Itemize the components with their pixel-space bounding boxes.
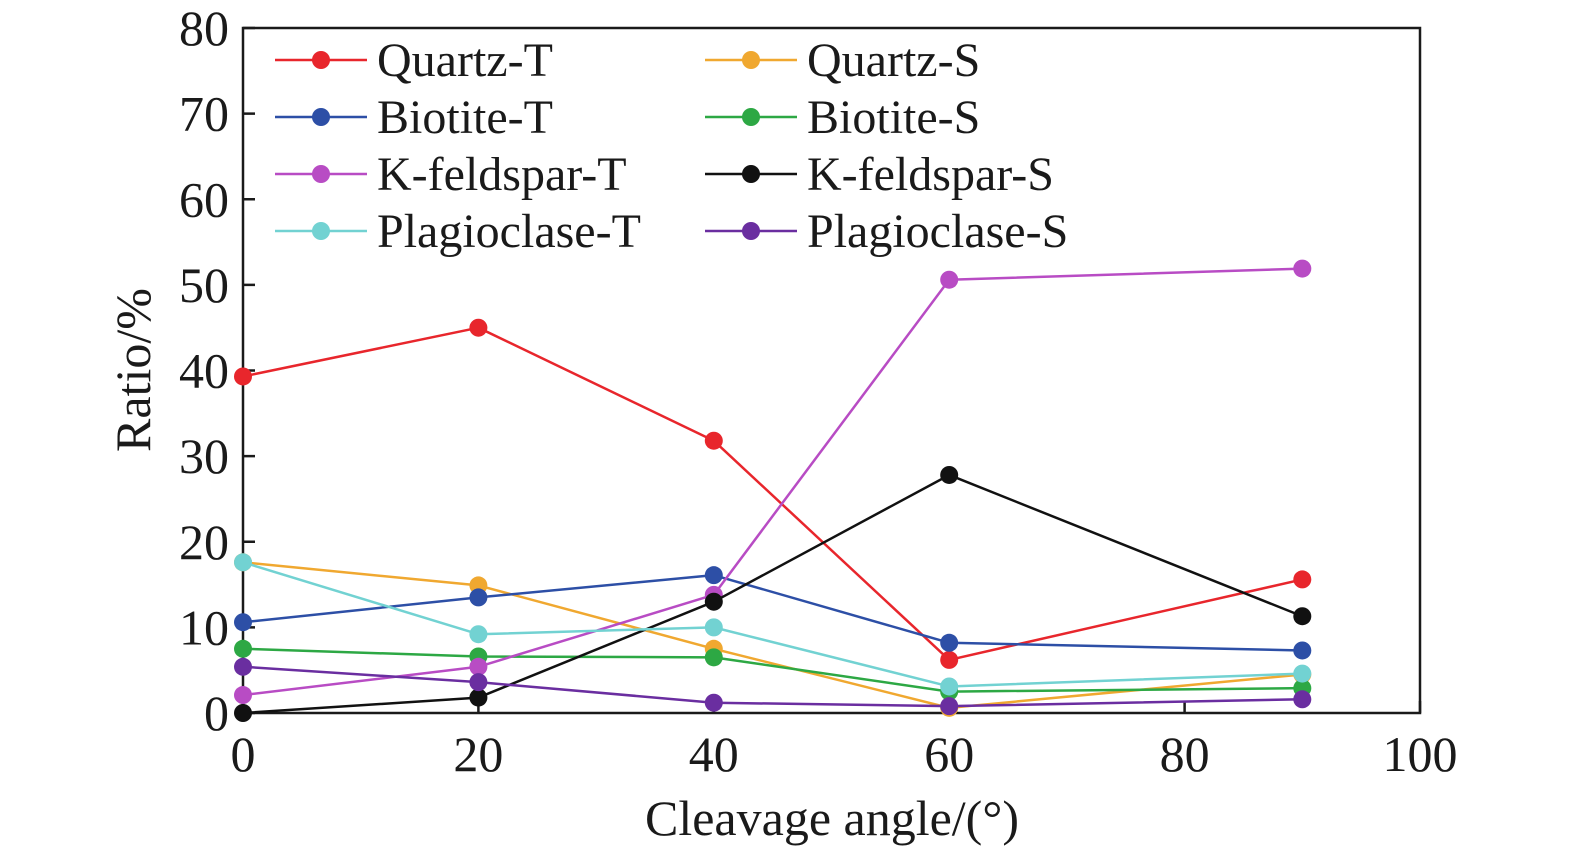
legend-item: Biotite-S (705, 91, 980, 144)
legend-item: K-feldspar-S (705, 148, 1054, 201)
series-plagioclase-s (234, 657, 1312, 716)
series-line (242, 665, 1303, 708)
y-axis-title: Ratio/% (105, 288, 161, 452)
data-point (469, 588, 488, 607)
series-line (242, 561, 1303, 710)
y-tick-label: 60 (179, 171, 229, 227)
series-quartz-s (234, 553, 1312, 717)
y-tick-label: 10 (179, 599, 229, 655)
data-point (704, 648, 723, 667)
data-point (234, 704, 252, 722)
series-quartz-t (234, 318, 1312, 669)
series-k-feldspar-t (234, 259, 1312, 705)
legend-label: Plagioclase-T (377, 205, 641, 258)
x-axis-title: Cleavage angle/(°) (645, 790, 1019, 846)
series-biotite-t (234, 566, 1312, 660)
y-tick-label: 70 (179, 86, 229, 142)
x-tick-label: 80 (1160, 726, 1210, 782)
y-tick-label: 50 (179, 257, 229, 313)
data-point (704, 693, 723, 712)
series-line (242, 561, 1303, 688)
data-point (940, 270, 959, 289)
series-plagioclase-t (234, 553, 1312, 696)
legend-swatch-marker (312, 222, 330, 240)
data-point (469, 625, 488, 644)
data-point (704, 592, 723, 611)
legend-swatch-marker (312, 165, 330, 183)
legend-label: K-feldspar-T (377, 148, 627, 201)
legend-item: Plagioclase-T (275, 205, 641, 258)
legend-swatch-marker (312, 108, 330, 126)
data-point (940, 697, 959, 716)
data-point (234, 367, 252, 386)
legend-swatch-marker (312, 51, 330, 69)
y-tick-label: 30 (179, 428, 229, 484)
series-line (242, 267, 1303, 697)
x-tick-label: 100 (1383, 726, 1458, 782)
x-tick-label: 0 (231, 726, 256, 782)
series-line (242, 573, 1303, 652)
data-point (940, 677, 959, 696)
y-tick-label: 20 (179, 514, 229, 570)
data-point (704, 566, 723, 585)
data-point (234, 553, 252, 572)
x-tick-label: 20 (453, 726, 503, 782)
data-point (1293, 690, 1312, 709)
series-biotite-s (234, 639, 1312, 701)
legend-item: Quartz-T (275, 34, 553, 87)
legend-label: Biotite-S (807, 91, 980, 144)
y-tick-label: 40 (179, 343, 229, 399)
legend-swatch-marker (742, 222, 760, 240)
data-point (1293, 259, 1312, 278)
data-point (469, 318, 488, 337)
y-tick-label: 0 (204, 685, 229, 741)
data-point (940, 465, 959, 484)
y-tick-label: 80 (179, 0, 229, 56)
x-tick-label: 60 (924, 726, 974, 782)
data-point (1293, 664, 1312, 683)
data-point (704, 618, 723, 637)
legend-label: Biotite-T (377, 91, 553, 144)
data-point (234, 657, 252, 676)
legend-swatch-marker (742, 51, 760, 69)
legend-label: Quartz-S (807, 34, 980, 87)
data-point (234, 613, 252, 632)
legend-item: Plagioclase-S (705, 205, 1068, 258)
data-point (1293, 570, 1312, 589)
legend-label: Quartz-T (377, 34, 553, 87)
legend-item: Quartz-S (705, 34, 980, 87)
data-point (1293, 607, 1312, 626)
data-point (469, 673, 488, 692)
legend-swatch-marker (742, 165, 760, 183)
data-point (940, 633, 959, 652)
data-point (1293, 641, 1312, 660)
data-point (940, 650, 959, 669)
data-point (704, 431, 723, 450)
legend-item: Biotite-T (275, 91, 553, 144)
data-point (469, 657, 488, 676)
x-tick-label: 40 (689, 726, 739, 782)
data-point (469, 688, 488, 707)
legend-label: Plagioclase-S (807, 205, 1068, 258)
legend-item: K-feldspar-T (275, 148, 627, 201)
data-point (234, 639, 252, 658)
legend-swatch-marker (742, 108, 760, 126)
data-point (234, 686, 252, 705)
legend-label: K-feldspar-S (807, 148, 1054, 201)
series-k-feldspar-s (234, 465, 1312, 722)
series-line (242, 647, 1303, 693)
